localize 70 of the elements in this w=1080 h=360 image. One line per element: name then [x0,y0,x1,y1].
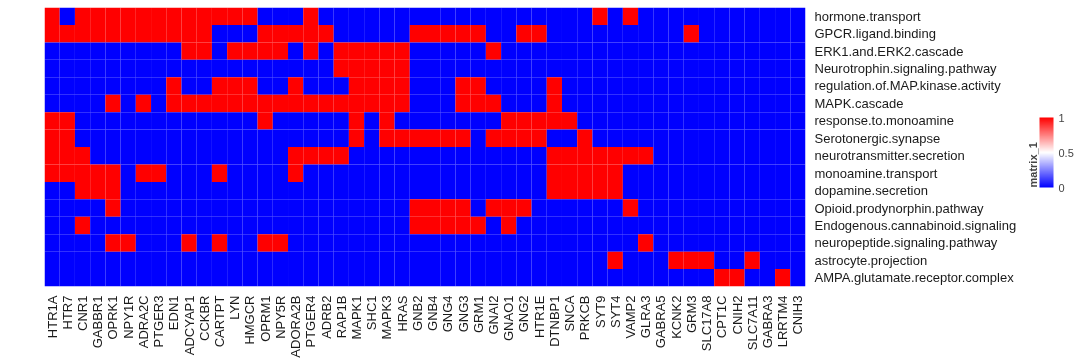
x-tick-label: PRKCB [577,295,593,341]
x-tick-label: GNG3 [455,295,471,333]
x-tick-label: KCNK2 [668,295,684,339]
x-tick-label: CNIH3 [790,295,806,335]
x-tick-label: SNCA [562,295,578,332]
x-tick-label: ADRB2 [318,295,334,339]
x-tick-label: GABRA5 [653,295,669,349]
y-tick-label: Opioid.prodynorphin.pathway [814,200,985,216]
x-tick-label: HTR7 [59,295,75,330]
x-tick-label: ADCYAP1 [181,295,197,356]
x-tick-label: GNG4 [440,295,456,333]
y-tick-label: regulation.of.MAP.kinase.activity [814,78,1002,94]
x-tick-label: CPT1C [714,295,730,339]
x-tick-label: GABRA3 [759,295,775,349]
x-tick-label: GLRA3 [638,295,654,339]
x-tick-label: GNAI2 [485,295,501,335]
x-tick-label: GABBR1 [90,295,106,349]
x-tick-label: RAP1B [333,295,349,339]
x-tick-label: HRAS [394,295,410,332]
x-tick-label: CARTPT [212,295,228,348]
x-tick-label: HTR1E [531,295,547,339]
x-tick-label: GRM1 [470,295,486,334]
y-tick-label: astrocyte.projection [814,252,928,268]
x-tick-label: EDN1 [166,295,182,331]
x-tick-label: NPY1R [120,295,136,339]
x-tick-label: VAMP2 [622,295,638,339]
x-tick-label: MAPK1 [349,295,365,340]
y-tick-label: neurotransmitter.secretion [814,148,965,164]
x-tick-label: PTGER3 [151,295,167,348]
y-tick-label: Neurotrophin.signaling.pathway [814,61,998,77]
y-tick-label: dopamine.secretion [814,183,928,199]
color-bar-title: matrix_1 [1026,142,1039,188]
x-tick-label: GNAO1 [501,295,517,342]
y-tick-label: AMPA.glutamate.receptor.complex [814,270,1015,286]
x-tick-label: ADRA2C [135,295,151,349]
y-tick-label: monoamine.transport [814,165,938,181]
color-bar-label: 0.5 [1058,146,1074,159]
y-tick-label: Serotonergic.synapse [814,130,941,146]
x-tick-label: ADORA2B [288,295,304,358]
color-bar-label: 0 [1058,181,1065,194]
y-tick-label: ERK1.and.ERK2.cascade [814,43,964,59]
x-tick-label: DTNBP1 [546,295,562,347]
x-tick-label: HTR1A [44,295,60,339]
y-tick-label: GPCR.ligand.binding [814,26,936,42]
x-tick-label: OPRK1 [105,295,121,340]
x-tick-label: GNB4 [425,295,441,331]
y-tick-label: hormone.transport [814,8,922,24]
x-tick-label: MAPK3 [379,295,395,340]
y-tick-label: neuropeptide.signaling.pathway [814,235,998,251]
x-tick-label: HMGCR [242,295,258,345]
y-tick-label: Endogenous.cannabinoid.signaling [814,217,1017,233]
x-tick-label: OPRM1 [257,295,273,342]
y-tick-label: MAPK.cascade [814,95,904,111]
x-tick-label: GNB2 [409,295,425,331]
color-bar-label: 1 [1058,111,1065,124]
x-tick-label: LYN [227,295,243,320]
x-tick-label: SYT9 [592,295,608,329]
x-tick-label: NPY5R [272,295,288,339]
x-tick-label: GNG2 [516,295,532,333]
x-tick-label: CCKBR [196,295,212,342]
x-tick-label: PTGER4 [303,295,319,348]
x-tick-label: LRRTM4 [775,295,791,348]
y-tick-label: response.to.monoamine [814,113,954,129]
x-tick-label: SLC7A11 [744,295,760,351]
x-tick-label: CNIH2 [729,295,745,335]
x-tick-label: SYT4 [607,295,623,329]
x-tick-label: GRM3 [683,295,699,334]
x-tick-label: CNR1 [75,295,91,331]
x-tick-label: SHC1 [364,295,380,331]
x-tick-label: SLC17A8 [699,295,715,352]
